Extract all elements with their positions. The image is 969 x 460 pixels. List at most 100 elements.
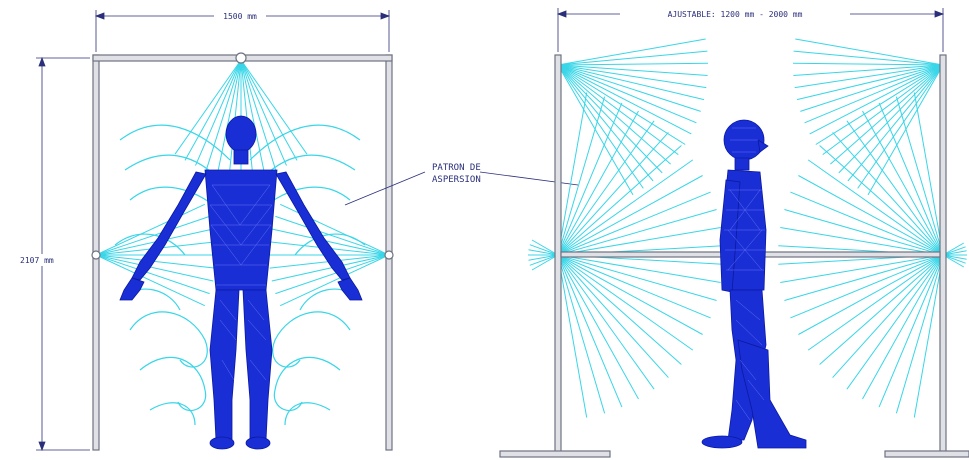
side-top-left-fan-ray: [557, 64, 671, 165]
side-mid-right-fan-ray: [878, 102, 944, 256]
side-top-left-fan-ray: [557, 64, 697, 124]
side-mid-right-fan-ray: [862, 254, 944, 400]
side-mid-left-fan-ray: [557, 254, 682, 365]
side-width-dimension: AJUSTABLE: 1200 mm - 2000 mm: [668, 10, 803, 19]
side-mid-left-fan-ray: [557, 254, 703, 335]
side-mid-right-fan-ray: [878, 254, 944, 408]
side-mid-left-fan-ray: [557, 110, 639, 256]
side-mid-right-fan-ray: [819, 254, 944, 365]
side-mid-right-fan: [778, 92, 944, 418]
right-nozzle-fan-ray: [279, 203, 390, 256]
side-top-right-fan: [792, 38, 944, 196]
front-view: 1500 mm 2107 mm: [18, 9, 394, 452]
callout-line-1: PATRON DE: [432, 163, 481, 173]
top-nozzle-fan-ray: [240, 59, 287, 166]
side-mid-right-fan-ray: [784, 209, 944, 256]
top-nozzle-fan-ray: [174, 59, 242, 155]
side-mid-left-fan-ray: [557, 227, 721, 256]
side-human-figure: [701, 119, 807, 449]
right-nozzle-fan-ray: [279, 254, 390, 307]
side-top-left-fan-ray: [557, 64, 654, 182]
side-mid-right-back-fan-ray: [942, 246, 966, 256]
side-top-right-fan-ray: [838, 64, 944, 174]
side-top-right-fan-ray: [793, 50, 944, 66]
side-top-right-fan-ray: [809, 64, 944, 135]
front-frame: [91, 52, 394, 451]
side-top-right-fan-ray: [796, 64, 944, 101]
side-mid-right-fan-ray: [846, 254, 944, 390]
right-nozzle-fan-ray: [271, 254, 390, 282]
side-top-right-fan-ray: [822, 64, 944, 156]
side-mid-right-fan-ray: [832, 132, 944, 256]
front-figure-mesh: [209, 184, 273, 381]
left-nozzle-fan-ray: [95, 254, 216, 269]
side-top-left-fan-ray: [557, 38, 706, 66]
side-mid-left-fan-ray: [557, 254, 711, 319]
left-nozzle-fan-ray: [95, 215, 210, 256]
side-mid-right-fan-ray: [780, 254, 944, 283]
left-nozzle-fan-ray: [95, 254, 214, 282]
side-top-left-fan-ray: [557, 64, 701, 112]
side-top-right-fan-ray: [857, 64, 944, 189]
left-nozzle-fan-ray: [95, 203, 206, 256]
left-nozzle-fan-ray: [95, 254, 210, 295]
side-mid-left-fan-ray: [557, 254, 639, 400]
side-mid-left-fan-ray: [557, 254, 606, 414]
side-mid-right-fan-ray: [832, 254, 944, 378]
top-nozzle-fan-ray: [240, 59, 298, 161]
side-mid-left-fan-ray: [557, 159, 694, 256]
side-mid-left-back-fan-ray: [528, 249, 559, 256]
side-mid-left-fan-ray: [557, 120, 655, 256]
side-mid-left-fan-ray: [557, 254, 655, 390]
side-mid-right-fan-ray: [798, 254, 944, 335]
front-height-dimension: 2107 mm: [20, 256, 54, 265]
side-mid-left-fan-ray: [557, 175, 703, 256]
side-top-left-fan-ray: [557, 64, 679, 156]
side-mid-right-back-fan-ray: [942, 250, 967, 256]
side-mid-right-fan-ray: [790, 191, 944, 256]
top-nozzle-fan-ray: [184, 59, 242, 161]
right-nozzle-fan-ray: [271, 228, 390, 256]
side-top-left-fan-ray: [557, 64, 705, 101]
side-top-left-fan-ray: [557, 64, 663, 174]
left-nozzle-fan-ray: [95, 254, 206, 307]
side-mid-left-fan-ray: [557, 254, 717, 301]
side-top-right-fan-ray: [793, 64, 944, 76]
spray-pattern-callout: PATRON DE ASPERSION: [344, 163, 579, 206]
side-mid-right-fan-ray: [807, 254, 944, 351]
side-mid-right-fan-ray: [790, 254, 944, 319]
side-mid-right-fan-ray: [780, 227, 944, 256]
side-mid-right-fan-ray: [895, 254, 944, 414]
side-mid-right-fan-ray: [846, 120, 944, 256]
side-mid-left-fan: [557, 92, 723, 418]
side-top-right-fan-ray: [795, 38, 944, 66]
side-mid-left-back-fan: [528, 239, 559, 271]
front-width-dimension: 1500 mm: [223, 12, 257, 21]
side-top-right-fan-ray: [830, 64, 944, 165]
side-top-right-fan-ray: [847, 64, 944, 182]
side-mid-left-fan-ray: [557, 254, 721, 283]
side-mid-left-fan-ray: [557, 254, 623, 408]
side-mid-right-fan-ray: [819, 145, 944, 256]
side-mid-right-fan-ray: [784, 254, 944, 301]
side-top-left-fan-ray: [557, 50, 708, 66]
top-nozzle-fan-ray: [195, 59, 242, 166]
side-top-left-fan-ray: [557, 64, 692, 135]
side-mid-left-fan-ray: [557, 96, 606, 256]
side-mid-right-fan-ray: [913, 254, 944, 418]
side-mid-left-fan-ray: [557, 102, 623, 256]
side-mid-right-fan-ray: [798, 175, 944, 256]
side-top-left-fan-ray: [557, 64, 708, 76]
side-view: AJUSTABLE: 1200 mm - 2000 mm: [499, 7, 969, 458]
side-mid-left-fan-ray: [557, 132, 669, 256]
side-top-left-fan-ray: [557, 64, 634, 196]
side-mid-left-back-fan-ray: [531, 254, 559, 271]
side-figure-mesh: [724, 127, 765, 421]
top-nozzle-fan-ray: [240, 59, 308, 155]
side-mid-left-fan-ray: [557, 254, 588, 418]
side-mid-left-fan-ray: [557, 254, 669, 378]
side-mid-left-back-fan-ray: [529, 254, 559, 266]
side-top-right-fan-ray: [867, 64, 944, 196]
side-top-left-fan-ray: [557, 64, 707, 89]
